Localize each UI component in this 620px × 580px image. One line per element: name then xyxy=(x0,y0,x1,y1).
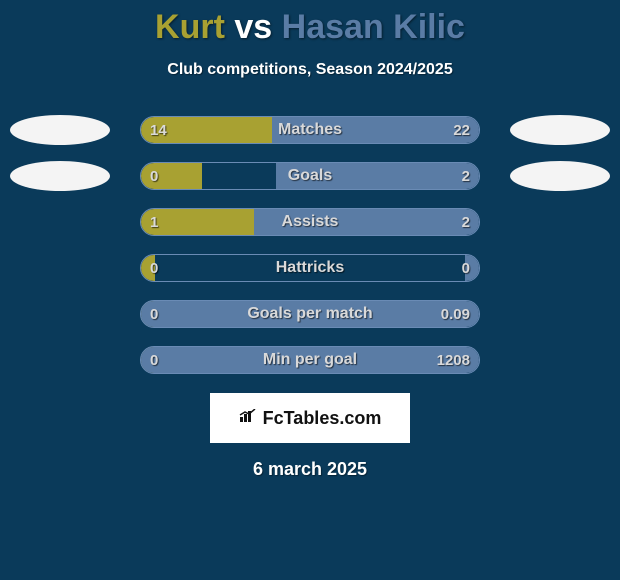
bar-right-fill xyxy=(272,117,479,143)
bar-right-fill xyxy=(254,209,479,235)
stat-value-right: 2 xyxy=(462,208,470,236)
stat-value-right: 0.09 xyxy=(441,300,470,328)
stat-label: Hattricks xyxy=(141,255,479,281)
club-badge-right xyxy=(510,115,610,145)
stat-row: Assists1 2 xyxy=(0,199,620,245)
stat-value-left: 14 xyxy=(150,116,167,144)
bar-right-fill xyxy=(141,301,479,327)
stat-row: Goals0 2 xyxy=(0,153,620,199)
stat-value-right: 1208 xyxy=(437,346,470,374)
bar-right-fill xyxy=(276,163,479,189)
watermark-text: FcTables.com xyxy=(263,408,382,429)
chart-icon xyxy=(239,409,257,428)
date-text: 6 march 2025 xyxy=(0,459,620,480)
watermark: FcTables.com xyxy=(210,393,410,443)
player2-name: Hasan Kilic xyxy=(282,8,465,46)
player1-name: Kurt xyxy=(155,8,225,46)
club-badge-left xyxy=(10,115,110,145)
stat-value-right: 0 xyxy=(462,254,470,282)
comparison-rows: Matches1422Goals02Assists12Hattricks00Go… xyxy=(0,107,620,383)
bar-right-fill xyxy=(141,347,479,373)
stat-value-right: 2 xyxy=(462,162,470,190)
vs-text: vs xyxy=(234,8,272,46)
subtitle: Club competitions, Season 2024/2025 xyxy=(0,61,620,79)
stat-row: Min per goal0 1208 xyxy=(0,337,620,383)
stat-row: Matches14 22 xyxy=(0,107,620,153)
bar-track: Assists xyxy=(140,208,480,236)
page-title: Kurt vs Hasan Kilic xyxy=(0,0,620,47)
stat-value-left: 0 xyxy=(150,346,158,374)
stat-value-right: 22 xyxy=(453,116,470,144)
club-badge-left xyxy=(10,161,110,191)
stat-value-left: 1 xyxy=(150,208,158,236)
bar-track: Matches xyxy=(140,116,480,144)
stat-value-left: 0 xyxy=(150,162,158,190)
bar-track: Hattricks xyxy=(140,254,480,282)
bar-track: Goals per match xyxy=(140,300,480,328)
club-badge-right xyxy=(510,161,610,191)
bar-track: Goals xyxy=(140,162,480,190)
bar-track: Min per goal xyxy=(140,346,480,374)
stat-value-left: 0 xyxy=(150,300,158,328)
stat-value-left: 0 xyxy=(150,254,158,282)
stat-row: Goals per match0 0.09 xyxy=(0,291,620,337)
stat-row: Hattricks0 0 xyxy=(0,245,620,291)
